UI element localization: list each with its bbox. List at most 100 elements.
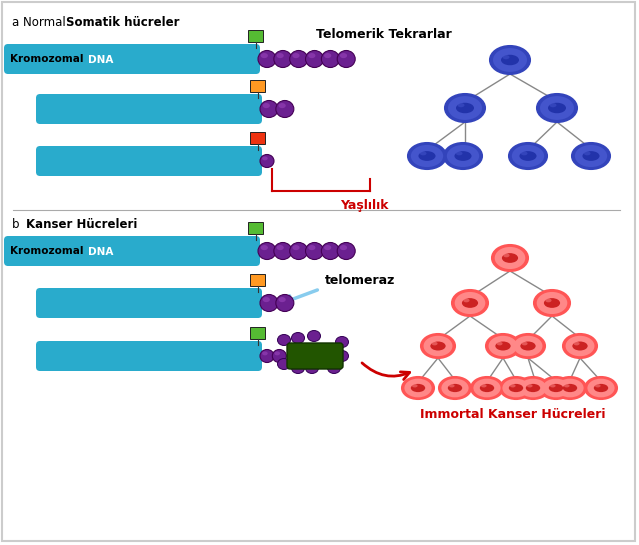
Ellipse shape: [305, 362, 318, 373]
Ellipse shape: [521, 342, 528, 346]
Ellipse shape: [557, 379, 583, 397]
Text: Yaşlılık: Yaşlılık: [340, 199, 389, 212]
Ellipse shape: [321, 243, 339, 259]
Ellipse shape: [462, 298, 478, 308]
Ellipse shape: [274, 243, 292, 259]
Ellipse shape: [337, 51, 355, 68]
Ellipse shape: [456, 152, 463, 155]
Ellipse shape: [321, 51, 339, 68]
Ellipse shape: [335, 336, 348, 348]
Text: Kromozomal: Kromozomal: [10, 54, 84, 64]
FancyBboxPatch shape: [4, 44, 260, 74]
Ellipse shape: [550, 384, 555, 387]
Ellipse shape: [587, 379, 615, 397]
Ellipse shape: [509, 384, 523, 392]
Ellipse shape: [274, 51, 292, 68]
Ellipse shape: [517, 377, 549, 399]
Ellipse shape: [495, 247, 525, 269]
Ellipse shape: [279, 297, 286, 302]
Ellipse shape: [412, 384, 418, 387]
Ellipse shape: [408, 143, 446, 169]
Ellipse shape: [549, 384, 563, 392]
FancyBboxPatch shape: [287, 343, 343, 369]
Ellipse shape: [584, 152, 590, 155]
Ellipse shape: [447, 145, 479, 167]
Ellipse shape: [307, 330, 321, 342]
Text: Telomerik Tekrarlar: Telomerik Tekrarlar: [316, 27, 452, 40]
Ellipse shape: [481, 384, 487, 387]
Ellipse shape: [563, 384, 577, 392]
Ellipse shape: [521, 152, 528, 155]
FancyBboxPatch shape: [36, 288, 262, 318]
Ellipse shape: [305, 51, 323, 68]
Ellipse shape: [594, 384, 608, 392]
Ellipse shape: [537, 292, 567, 314]
Ellipse shape: [502, 379, 530, 397]
Ellipse shape: [514, 336, 543, 356]
Ellipse shape: [260, 154, 274, 167]
Ellipse shape: [595, 384, 601, 387]
Ellipse shape: [277, 53, 284, 58]
Ellipse shape: [258, 51, 276, 68]
Ellipse shape: [574, 342, 580, 346]
Ellipse shape: [308, 53, 316, 58]
Ellipse shape: [540, 96, 574, 120]
Ellipse shape: [324, 245, 331, 250]
Ellipse shape: [277, 245, 284, 250]
Ellipse shape: [262, 156, 268, 160]
Ellipse shape: [261, 53, 268, 58]
FancyBboxPatch shape: [36, 146, 262, 176]
Ellipse shape: [543, 379, 569, 397]
Ellipse shape: [520, 342, 535, 350]
Ellipse shape: [493, 48, 527, 72]
Ellipse shape: [537, 94, 577, 122]
Ellipse shape: [456, 103, 474, 113]
Text: a Normal: a Normal: [12, 16, 70, 29]
Ellipse shape: [305, 243, 323, 259]
Text: Kromozomal: Kromozomal: [10, 246, 84, 256]
Ellipse shape: [497, 342, 503, 346]
Ellipse shape: [520, 151, 537, 161]
Ellipse shape: [274, 352, 280, 355]
FancyBboxPatch shape: [248, 30, 263, 42]
Ellipse shape: [458, 103, 465, 107]
Ellipse shape: [291, 362, 305, 373]
Ellipse shape: [501, 54, 519, 65]
Ellipse shape: [512, 145, 544, 167]
Ellipse shape: [473, 379, 500, 397]
Ellipse shape: [424, 336, 452, 356]
Ellipse shape: [500, 377, 532, 399]
Ellipse shape: [272, 349, 286, 362]
Ellipse shape: [511, 334, 545, 358]
Ellipse shape: [279, 103, 286, 108]
Text: Kanser Hücreleri: Kanser Hücreleri: [26, 218, 137, 231]
Ellipse shape: [563, 334, 597, 358]
Ellipse shape: [291, 332, 305, 343]
Ellipse shape: [575, 145, 607, 167]
Ellipse shape: [520, 379, 546, 397]
Ellipse shape: [419, 151, 436, 161]
FancyBboxPatch shape: [4, 236, 260, 266]
Ellipse shape: [260, 349, 274, 362]
Text: telomeraz: telomeraz: [325, 274, 396, 287]
Ellipse shape: [411, 145, 443, 167]
Ellipse shape: [324, 53, 331, 58]
Ellipse shape: [526, 384, 540, 392]
Text: DNA: DNA: [88, 55, 113, 65]
Ellipse shape: [564, 384, 569, 387]
Ellipse shape: [289, 243, 308, 259]
Ellipse shape: [337, 243, 355, 259]
Ellipse shape: [572, 143, 610, 169]
Ellipse shape: [328, 362, 341, 373]
Ellipse shape: [510, 384, 516, 387]
Ellipse shape: [430, 342, 445, 350]
Ellipse shape: [480, 384, 494, 392]
Ellipse shape: [439, 377, 471, 399]
Ellipse shape: [490, 46, 530, 74]
Ellipse shape: [411, 384, 425, 392]
Ellipse shape: [486, 334, 520, 358]
Ellipse shape: [452, 290, 488, 316]
Ellipse shape: [583, 151, 599, 161]
Ellipse shape: [402, 377, 434, 399]
Ellipse shape: [444, 143, 482, 169]
